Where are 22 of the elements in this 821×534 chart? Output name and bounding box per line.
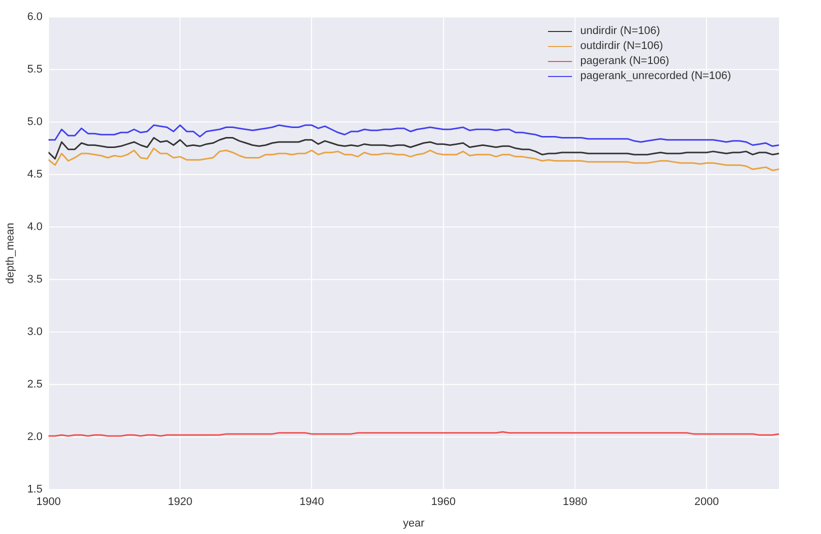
y-tick-label: 5.5 [27,64,42,76]
x-tick-label: 2000 [694,496,719,508]
legend-label: outdirdir (N=106) [580,39,664,54]
legend-label: undirdir (N=106) [580,24,660,39]
legend-label: pagerank_unrecorded (N=106) [580,69,731,84]
legend-label: pagerank (N=106) [580,54,670,69]
x-tick-label: 1900 [36,496,61,508]
x-tick-label: 1940 [299,496,324,508]
x-tick-label: 1960 [431,496,456,508]
y-tick-label: 2.0 [27,431,42,444]
y-tick-label: 2.5 [27,378,42,391]
x-tick-label: 1920 [168,496,192,508]
y-tick-label: 3.0 [27,326,42,338]
y-axis-title: depth_mean [4,222,17,284]
x-tick-label: 1980 [562,496,588,508]
y-tick-label: 5.0 [27,116,42,128]
y-tick-label: 4.0 [27,221,42,234]
y-tick-label: 1.5 [27,484,42,496]
x-axis-title: year [403,517,425,530]
y-tick-label: 6.0 [27,11,42,24]
y-tick-label: 3.5 [27,274,42,286]
y-tick-label: 4.5 [27,168,42,181]
